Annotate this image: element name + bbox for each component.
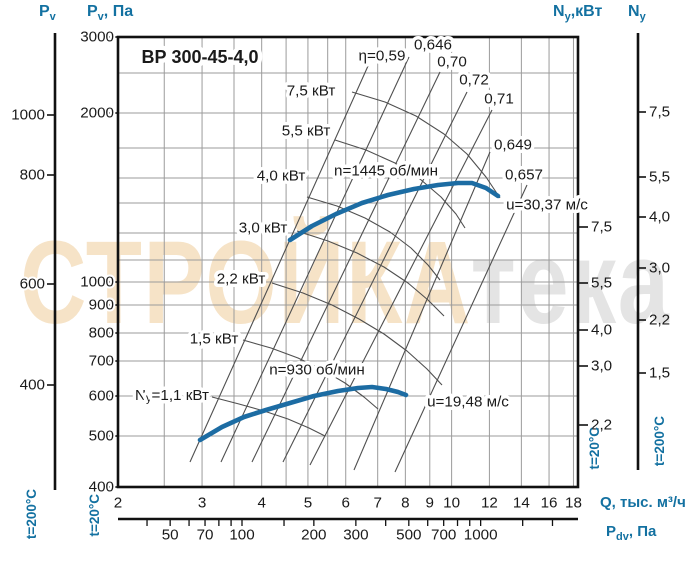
power-arc [271, 282, 443, 386]
chart-title: ВР 300-45-4,0 [141, 47, 258, 67]
efficiency-label: 0,70 [437, 54, 467, 71]
tick-label-ny-outer: 3,0 [649, 260, 670, 277]
tick-label-q: 4 [257, 495, 265, 512]
power-label: Ny=1,1 кВт [135, 387, 209, 405]
tick-label-q: 5 [304, 495, 312, 512]
efficiency-line [309, 109, 493, 466]
tick-label-pv-inner: 3000 [80, 29, 114, 46]
axis-header-ny: Ny [628, 3, 646, 24]
tick-label-q: 6 [342, 495, 350, 512]
tick-label-pdv: 200 [301, 527, 326, 544]
speed-label-n1445: n=1445 об/мин [334, 163, 438, 180]
efficiency-label: 0,646 [414, 37, 452, 54]
tick-label-q: 16 [541, 495, 558, 512]
efficiency-label: 0,72 [459, 72, 489, 89]
tick-label-pdv: 500 [396, 527, 421, 544]
tick-label-ny-inner: 5,5 [591, 275, 612, 292]
power-arc [296, 230, 445, 317]
tick-label-ny-outer: 7,5 [649, 104, 670, 121]
efficiency-line [189, 65, 369, 463]
tick-label-pv-outer: 800 [20, 167, 45, 184]
efficiency-line [251, 71, 441, 463]
power-label: 4,0 кВт [257, 168, 306, 185]
tip-speed-label-u3037: u=30,37 м/с [506, 197, 588, 214]
power-arc [334, 139, 466, 229]
power-label: 5,5 кВт [282, 123, 331, 140]
tick-label-pdv: 70 [197, 527, 214, 544]
tick-label-q: 9 [426, 495, 434, 512]
efficiency-line [394, 184, 528, 473]
power-arc [242, 339, 379, 410]
efficiency-line [220, 56, 410, 463]
tick-label-q: 2 [114, 495, 122, 512]
axis-header-pv-outer: Pv [39, 3, 56, 24]
tick-label-pv-outer: 1000 [11, 107, 45, 124]
speed-label-n930: n=930 об/мин [269, 362, 365, 379]
plot-border [116, 35, 580, 489]
tick-label-ny-outer: 4,0 [649, 209, 670, 226]
tick-label-ny-outer: 5,5 [649, 169, 670, 186]
tick-label-pv-outer: 600 [20, 276, 45, 293]
pressure-curve-n930 [197, 384, 409, 443]
axis-header-q: Q, тыс. м³/ч [600, 494, 686, 511]
tick-label-pv-inner: 2000 [80, 105, 114, 122]
tick-label-pv-inner: 700 [89, 353, 114, 370]
tick-label-q: 18 [565, 495, 582, 512]
tick-label-q: 3 [198, 495, 206, 512]
efficiency-label: η=0,59 [359, 48, 406, 65]
power-arc [211, 396, 326, 437]
tick-label-q: 12 [481, 495, 498, 512]
axis-header-pv-inner: Pv, Па [87, 3, 134, 24]
tip-speed-label-u1948: u=19,48 м/с [427, 394, 509, 411]
tick-label-ny-outer: 2,2 [649, 312, 670, 329]
temp-label-right-inner: t=20°C [587, 427, 602, 470]
efficiency-line [353, 151, 491, 471]
tick-label-pv-inner: 600 [89, 388, 114, 405]
tick-label-pdv: 1000 [464, 527, 498, 544]
tick-label-pv-inner: 1000 [80, 274, 114, 291]
tick-label-pdv: 100 [229, 527, 254, 544]
efficiency-label: 0,71 [484, 91, 514, 108]
temp-label-left-outer: t=200°C [24, 489, 39, 540]
tick-label-q: 14 [513, 495, 530, 512]
efficiency-label: 0,657 [505, 167, 543, 184]
efficiency-label: 0,649 [494, 137, 532, 154]
tick-label-ny-inner: 4,0 [591, 322, 612, 339]
tick-label-pv-inner: 500 [89, 428, 114, 445]
tick-label-pdv: 300 [343, 527, 368, 544]
tick-label-pdv: 50 [162, 527, 179, 544]
tick-label-ny-inner: 3,0 [591, 358, 612, 375]
tick-label-ny-inner: 7,5 [591, 219, 612, 236]
tick-label-ny-inner: 2,2 [591, 417, 612, 434]
tick-label-pdv: 700 [431, 527, 456, 544]
power-label: 1,5 кВт [190, 331, 239, 348]
power-label: 2,2 кВт [217, 271, 266, 288]
pressure-curve-n1445 [287, 180, 501, 243]
tick-label-pv-inner: 800 [89, 325, 114, 342]
tick-label-pv-outer: 400 [20, 377, 45, 394]
power-label: 3,0 кВт [239, 220, 288, 237]
efficiency-line [282, 91, 468, 463]
temp-label-left-inner: t=20°C [87, 494, 102, 537]
axis-header-pdv: Pdv, Па [606, 523, 657, 543]
tick-label-pv-inner: 400 [89, 479, 114, 496]
tick-label-q: 7 [373, 495, 381, 512]
axis-header-ny-kvt: Ny,кВт [553, 3, 603, 24]
tick-label-pv-inner: 900 [89, 297, 114, 314]
tick-label-q: 10 [443, 495, 460, 512]
tick-label-ny-outer: 1,5 [649, 365, 670, 382]
power-arc [351, 91, 501, 199]
power-arc [306, 196, 441, 281]
tick-label-q: 8 [401, 495, 409, 512]
temp-label-right-outer: t=200°C [652, 416, 667, 467]
power-label: 7,5 кВт [287, 83, 336, 100]
